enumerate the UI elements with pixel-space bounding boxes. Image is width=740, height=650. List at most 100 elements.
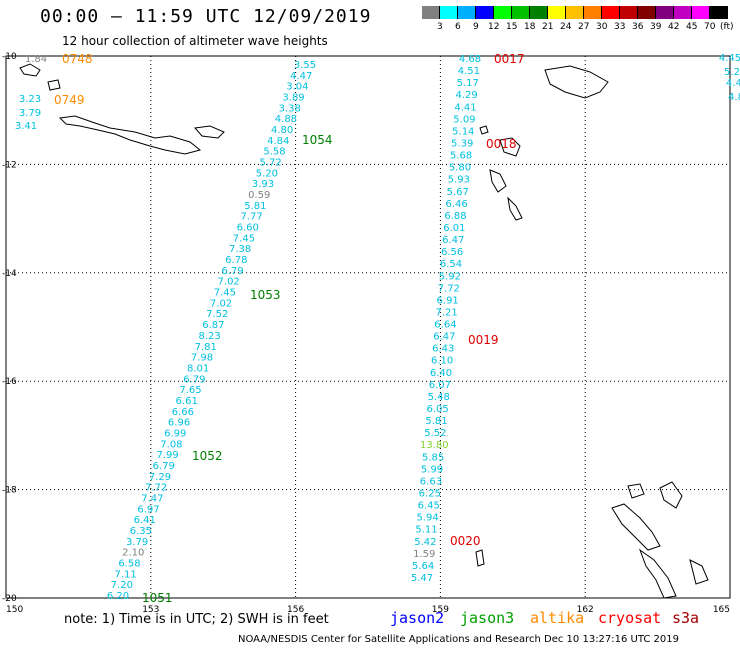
swh-value-track2: 5.99 (421, 464, 443, 475)
swh-value-track2: 6.01 (443, 223, 465, 234)
swh-value-track2: 5.39 (451, 138, 473, 149)
lon-tick-label: 165 (713, 605, 730, 615)
legend-swatch (566, 6, 584, 19)
legend-label: 27 (578, 22, 590, 32)
swh-value-track1: 6.60 (237, 223, 259, 234)
swh-value-track1: 7.98 (191, 353, 213, 364)
time-label: 1052 (192, 449, 223, 463)
lat-tick-label: -10 (2, 52, 17, 62)
swh-value-track2: 6.56 (441, 247, 463, 258)
time-label: 1051 (142, 591, 173, 605)
legend-label: 33 (614, 22, 626, 32)
legend-label: 36 (632, 22, 644, 32)
swh-value-track2: 5.52 (424, 428, 446, 439)
swh-value-track1: 6.61 (176, 396, 198, 407)
swh-value-track1: 7.38 (229, 244, 251, 255)
units-note: note: 1) Time is in UTC; 2) SWH is in fe… (64, 612, 329, 627)
swh-value-track2: 6.63 (420, 476, 442, 487)
time-label: 0749 (54, 93, 85, 107)
swh-value-track2: 5.93 (448, 175, 470, 186)
swh-value-track2: 5.85 (422, 452, 444, 463)
swh-value-track1: 4.84 (267, 136, 289, 147)
swh-value-track2: 5.67 (447, 187, 469, 198)
coastline (499, 137, 521, 157)
satellite-s3a: s3a (672, 609, 700, 627)
legend-label: 18 (524, 22, 536, 32)
swh-value-track2: 5.17 (457, 78, 479, 89)
swh-value-track2: 5.42 (414, 537, 436, 548)
time-label: 0020 (450, 534, 481, 548)
swh-value-track2: 7.72 (438, 283, 460, 294)
swh-value-track1: 7.20 (111, 580, 133, 591)
swh-value-track1: 7.47 (141, 493, 163, 504)
lon-tick-label: 159 (432, 605, 449, 615)
swh-value-track1: 7.77 (240, 212, 262, 223)
swh-value-track1: 6.79 (183, 374, 205, 385)
coastline (627, 483, 645, 499)
legend-label: 9 (473, 22, 479, 32)
swh-value-track4: 5.2 (724, 67, 740, 78)
swh-value-track4: 4.8 (728, 92, 740, 103)
time-label: 1054 (302, 133, 333, 147)
legend-swatch (710, 6, 728, 19)
swh-value-track2: 6.25 (419, 489, 441, 500)
swh-value-track2: 4.29 (456, 90, 478, 101)
legend-label: 15 (506, 22, 518, 32)
swh-value-track1: 3.79 (126, 537, 148, 548)
swh-value-track1: 6.87 (202, 320, 224, 331)
legend-swatch (656, 6, 674, 19)
legend-swatch (692, 6, 710, 19)
swh-value-track2: 7.21 (435, 307, 457, 318)
swh-value-track1: 6.96 (168, 418, 190, 429)
legend-label: 6 (455, 22, 461, 32)
swh-value-track2: 6.47 (433, 332, 455, 343)
coastline (611, 503, 661, 551)
swh-value-track2: 6.46 (445, 199, 467, 210)
swh-value-track1: 7.02 (218, 277, 240, 288)
legend-swatch (530, 6, 548, 19)
coastline (507, 196, 523, 221)
swh-value-track1: 4.88 (275, 114, 297, 125)
swh-value-track1: 7.29 (149, 472, 171, 483)
swh-value-track2: 6.88 (444, 211, 466, 222)
swh-value-track2: 5.68 (450, 151, 472, 162)
legend-label: 30 (596, 22, 608, 32)
swh-value-track2: 6.54 (440, 259, 462, 270)
lat-tick-label: -20 (2, 594, 17, 604)
swh-value-track1: 6.79 (221, 266, 243, 277)
footer-credit: NOAA/NESDIS Center for Satellite Applica… (238, 634, 680, 645)
swh-value-track2: 4.68 (459, 54, 481, 65)
swh-value-track2: 5.09 (453, 114, 475, 125)
coastline (479, 125, 489, 135)
swh-value-track3: 1.84 (25, 54, 47, 65)
lat-tick-label: -14 (2, 269, 17, 279)
swh-value-track1: 6.41 (134, 515, 156, 526)
swh-value-track1: 3.04 (286, 82, 308, 93)
satellite-jason2: jason2 (390, 609, 445, 627)
time-label: 0019 (468, 333, 499, 347)
swh-value-track1: 7.45 (233, 233, 255, 244)
swh-value-track2: 13.80 (420, 440, 449, 451)
swh-value-track2: 5.11 (415, 525, 437, 536)
page-subtitle: 12 hour collection of altimeter wave hei… (62, 34, 328, 48)
swh-value-track2: 5.92 (439, 271, 461, 282)
lat-tick-label: -12 (2, 160, 17, 170)
swh-value-track2: 1.59 (413, 549, 435, 560)
swh-value-track2: 5.14 (452, 126, 474, 137)
legend-label: 3 (437, 22, 443, 32)
swh-value-track1: 4.47 (290, 71, 312, 82)
swh-value-track1: 7.99 (156, 450, 178, 461)
page-title: 00:00 – 11:59 UTC 12/09/2019 (40, 6, 372, 27)
legend-swatch (440, 6, 458, 19)
swh-value-track1: 4.80 (271, 125, 293, 136)
legend-label: 21 (542, 22, 554, 32)
swh-value-track1: 8.01 (187, 363, 209, 374)
swh-value-track1: 7.08 (160, 439, 182, 450)
swh-value-track2: 5.94 (416, 513, 438, 524)
swh-value-track1: 6.66 (172, 407, 194, 418)
swh-value-track1: 3.93 (252, 179, 274, 190)
swh-value-track1: 6.99 (164, 428, 186, 439)
swh-value-track1: 7.81 (195, 342, 217, 353)
